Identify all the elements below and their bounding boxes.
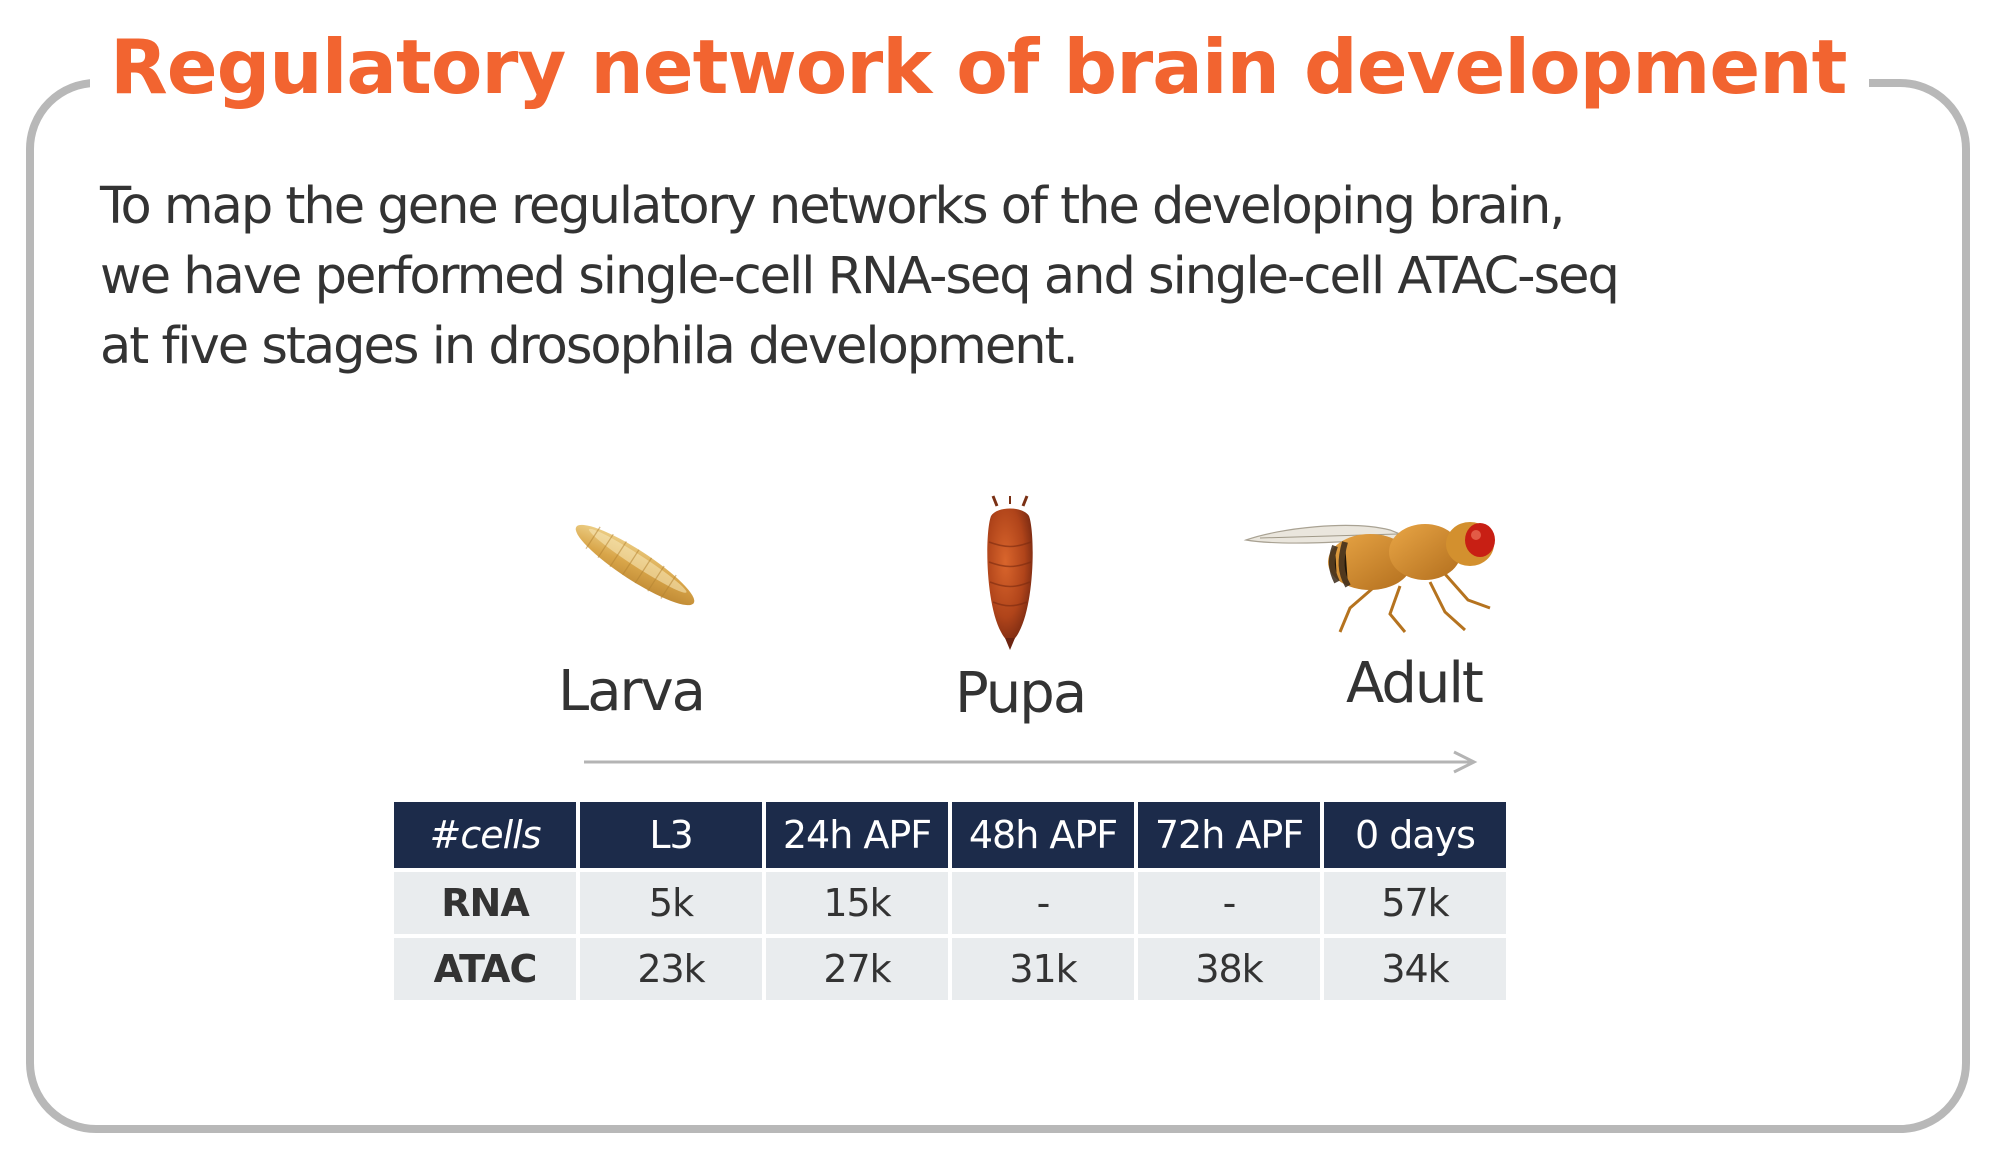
- table-cell: 5k: [580, 872, 762, 934]
- timeline-arrow: [584, 750, 1478, 774]
- table-cell: 23k: [580, 938, 762, 1000]
- table-corner-header: #cells: [394, 802, 576, 868]
- table-cell: 57k: [1324, 872, 1506, 934]
- intro-line-2: we have performed single-cell RNA-seq an…: [100, 247, 1620, 306]
- larva-image: [575, 524, 695, 606]
- table-header-row: #cells L3 24h APF 48h APF 72h APF 0 days: [394, 802, 1506, 868]
- page-title: Regulatory network of brain development: [110, 23, 1848, 111]
- pupa-image: [987, 495, 1033, 650]
- adult-fly-image: [1243, 522, 1495, 633]
- table-row: RNA 5k 15k - - 57k: [394, 872, 1506, 934]
- row-header: RNA: [394, 872, 576, 934]
- table-cell: 34k: [1324, 938, 1506, 1000]
- row-header: ATAC: [394, 938, 576, 1000]
- table-cell: 27k: [766, 938, 948, 1000]
- intro-line-1: To map the gene regulatory networks of t…: [100, 177, 1566, 236]
- cells-table: #cells L3 24h APF 48h APF 72h APF 0 days…: [390, 798, 1510, 1004]
- column-header: L3: [580, 802, 762, 868]
- table-row: ATAC 23k 27k 31k 38k 34k: [394, 938, 1506, 1000]
- column-header: 24h APF: [766, 802, 948, 868]
- intro-line-3: at five stages in drosophila development…: [100, 317, 1079, 376]
- stage-label-larva: Larva: [558, 659, 706, 724]
- stage-label-pupa: Pupa: [955, 661, 1087, 726]
- column-header: 48h APF: [952, 802, 1134, 868]
- column-header: 72h APF: [1138, 802, 1320, 868]
- table-cell: 31k: [952, 938, 1134, 1000]
- table-cell: 38k: [1138, 938, 1320, 1000]
- title-wrap: Regulatory network of brain development: [90, 22, 1869, 112]
- table-cell: -: [952, 872, 1134, 934]
- stage-label-adult: Adult: [1346, 651, 1484, 716]
- column-header: 0 days: [1324, 802, 1506, 868]
- intro-paragraph: To map the gene regulatory networks of t…: [100, 172, 1700, 382]
- table-cell: 15k: [766, 872, 948, 934]
- table-cell: -: [1138, 872, 1320, 934]
